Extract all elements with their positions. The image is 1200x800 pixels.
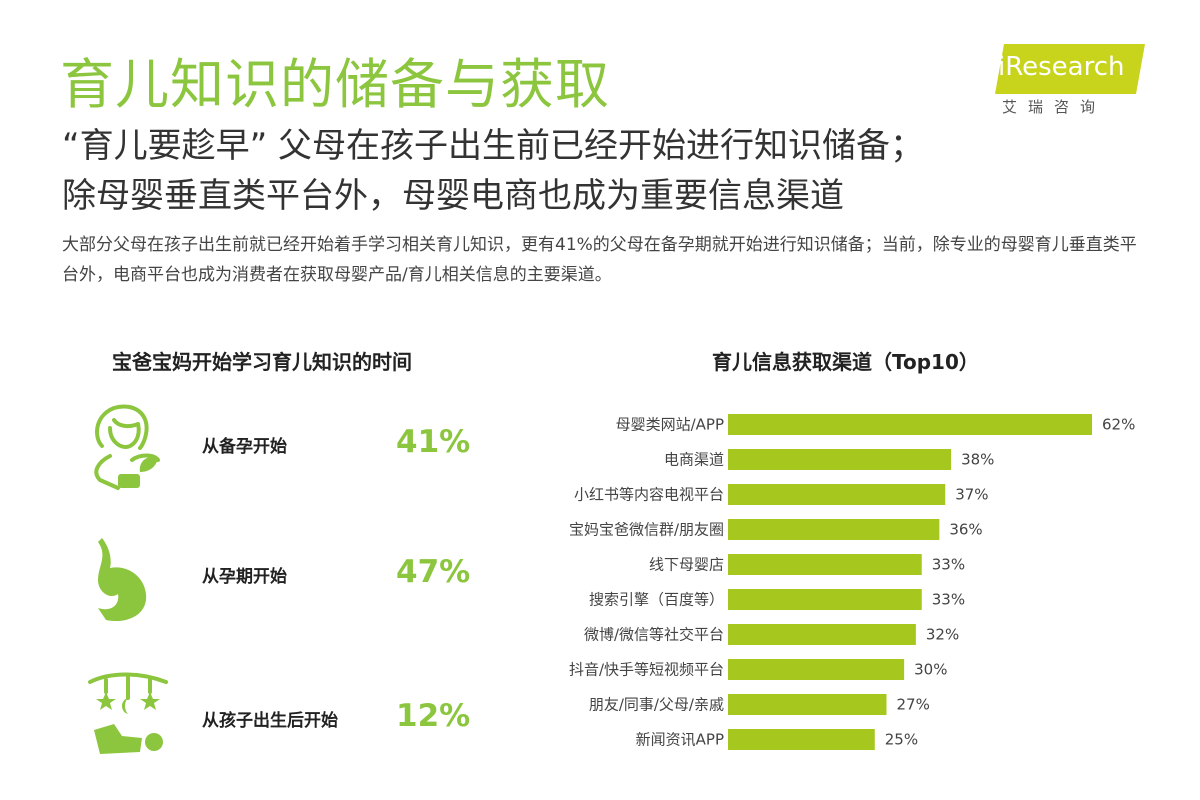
bar — [728, 554, 922, 575]
category-label: 母婴类网站/APP — [616, 416, 724, 434]
mother-with-plant-icon — [94, 404, 160, 490]
value-label: 38% — [961, 451, 994, 469]
category-label: 新闻资讯APP — [636, 731, 724, 749]
category-label: 电商渠道 — [664, 451, 724, 469]
subtitle-line-2: 除母婴垂直类平台外，母婴电商也成为重要信息渠道 — [62, 176, 844, 216]
category-label: 搜索引擎（百度等） — [589, 591, 724, 609]
subtitle-line-1: “育儿要趁早” 父母在孩子出生前已经开始进行知识储备； — [62, 126, 925, 166]
category-label: 线下母婴店 — [649, 556, 724, 574]
bar — [728, 624, 916, 645]
logo-chinese-text: 艾瑞咨询 — [1002, 98, 1107, 116]
timing-row-prepregnancy: 从备孕开始 41% — [80, 398, 480, 498]
bar — [728, 589, 922, 610]
value-label: 37% — [955, 486, 988, 504]
value-label: 36% — [949, 521, 982, 539]
bar — [728, 694, 887, 715]
value-label: 62% — [1102, 416, 1135, 434]
bar — [728, 449, 952, 470]
timing-label: 从孩子出生后开始 — [202, 711, 338, 731]
timing-percentage: 12% — [396, 698, 471, 734]
category-label: 小红书等内容电视平台 — [574, 486, 724, 504]
bar — [728, 659, 905, 680]
logo-band — [995, 44, 1145, 94]
timing-row-pregnancy: 从孕期开始 47% — [80, 528, 480, 628]
timing-label: 从备孕开始 — [202, 437, 287, 457]
timing-row-after-birth: 从孩子出生后开始 12% — [80, 668, 480, 768]
category-label: 宝妈宝爸微信群/朋友圈 — [569, 521, 724, 539]
value-label: 33% — [932, 591, 965, 609]
page-title: 育儿知识的储备与获取 — [60, 53, 610, 116]
bar — [728, 414, 1092, 435]
pregnant-belly-icon — [98, 538, 147, 622]
chart-title: 育儿信息获取渠道（Top10） — [712, 350, 979, 374]
logo-text: iResearch — [998, 52, 1125, 82]
timing-percentage: 47% — [396, 554, 471, 590]
baby-mobile-icon — [88, 672, 168, 754]
category-label: 微博/微信等社交平台 — [584, 626, 724, 644]
bar — [728, 729, 875, 750]
iresearch-logo: iResearch 艾瑞咨询 — [990, 42, 1150, 122]
value-label: 30% — [914, 661, 947, 679]
bar — [728, 519, 940, 540]
bar — [728, 484, 946, 505]
timing-label: 从孕期开始 — [202, 567, 287, 587]
timing-percentage: 41% — [396, 424, 471, 460]
value-label: 25% — [885, 731, 918, 749]
category-label: 抖音/快手等短视频平台 — [569, 661, 724, 679]
channel-bar-chart: 母婴类网站/APP 62% 电商渠道 38% 小红书等内容电视平台 37% 宝妈宝爸微信群/… — [569, 414, 1135, 750]
value-label: 33% — [932, 556, 965, 574]
description-text: 大部分父母在孩子出生前就已经开始着手学习相关育儿知识，更有41%的父母在备孕期就… — [62, 235, 1137, 285]
value-label: 27% — [897, 696, 930, 714]
timing-section-title: 宝爸宝妈开始学习育儿知识的时间 — [112, 350, 412, 374]
category-label: 朋友/同事/父母/亲戚 — [589, 696, 724, 714]
value-label: 32% — [926, 626, 959, 644]
